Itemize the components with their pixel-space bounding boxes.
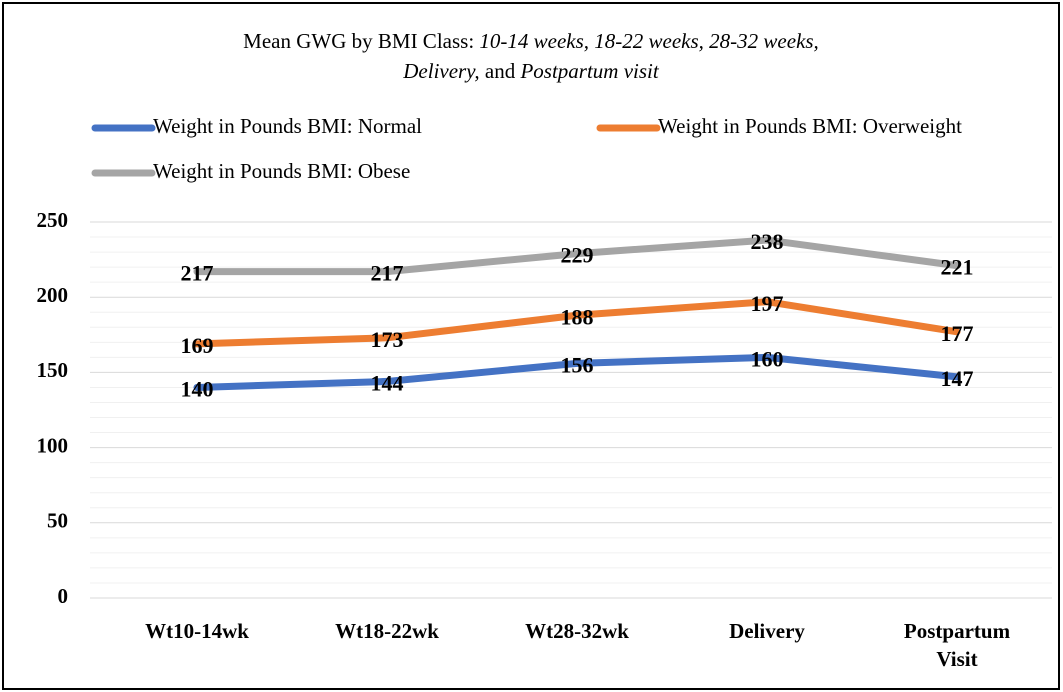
x-tick-label: Postpartum Visit bbox=[904, 619, 1011, 671]
data-label: 229 bbox=[561, 243, 594, 268]
y-tick-label: 200 bbox=[37, 283, 69, 307]
data-label: 217 bbox=[371, 261, 404, 286]
data-label: 156 bbox=[561, 352, 594, 377]
legend-label: Weight in Pounds BMI: Normal bbox=[153, 114, 422, 138]
chart-title: Mean GWG by BMI Class: 10-14 weeks, 18-2… bbox=[243, 29, 819, 53]
series-line bbox=[193, 298, 961, 348]
data-label: 160 bbox=[751, 346, 784, 371]
data-label: 197 bbox=[751, 291, 784, 316]
data-label: 169 bbox=[181, 333, 214, 358]
data-label: 140 bbox=[181, 376, 214, 401]
y-tick-label: 250 bbox=[37, 208, 69, 232]
title-run: Delivery, bbox=[402, 59, 479, 83]
legend-label: Weight in Pounds BMI: Obese bbox=[153, 159, 410, 183]
title-run: and bbox=[480, 59, 521, 83]
y-tick-label: 50 bbox=[47, 509, 68, 533]
x-tick-label: Wt18-22wk bbox=[335, 619, 439, 643]
x-tick-label: Wt28-32wk bbox=[525, 619, 629, 643]
y-tick-label: 150 bbox=[37, 358, 69, 382]
data-label: 144 bbox=[371, 370, 404, 395]
data-label: 217 bbox=[181, 261, 214, 286]
series-line bbox=[193, 236, 961, 276]
legend-label: Weight in Pounds BMI: Overweight bbox=[658, 114, 962, 138]
title-run: Mean GWG by BMI Class: bbox=[243, 29, 479, 53]
y-tick-label: 100 bbox=[37, 433, 69, 457]
series-line bbox=[193, 353, 961, 391]
x-tick-label: Wt10-14wk bbox=[145, 619, 249, 643]
data-label: 188 bbox=[561, 304, 594, 329]
y-tick-label: 0 bbox=[58, 584, 69, 608]
data-label: 238 bbox=[751, 229, 784, 254]
data-label: 147 bbox=[941, 366, 974, 391]
data-label: 173 bbox=[371, 327, 404, 352]
data-label: 221 bbox=[941, 255, 974, 280]
title-run: Postpartum visit bbox=[519, 59, 659, 83]
data-label: 177 bbox=[941, 321, 974, 346]
chart-title: Delivery, and Postpartum visit bbox=[402, 59, 660, 83]
title-run: 10-14 weeks, 18-22 weeks, 28-32 weeks, bbox=[479, 29, 818, 53]
x-tick-label: Delivery bbox=[729, 619, 805, 643]
